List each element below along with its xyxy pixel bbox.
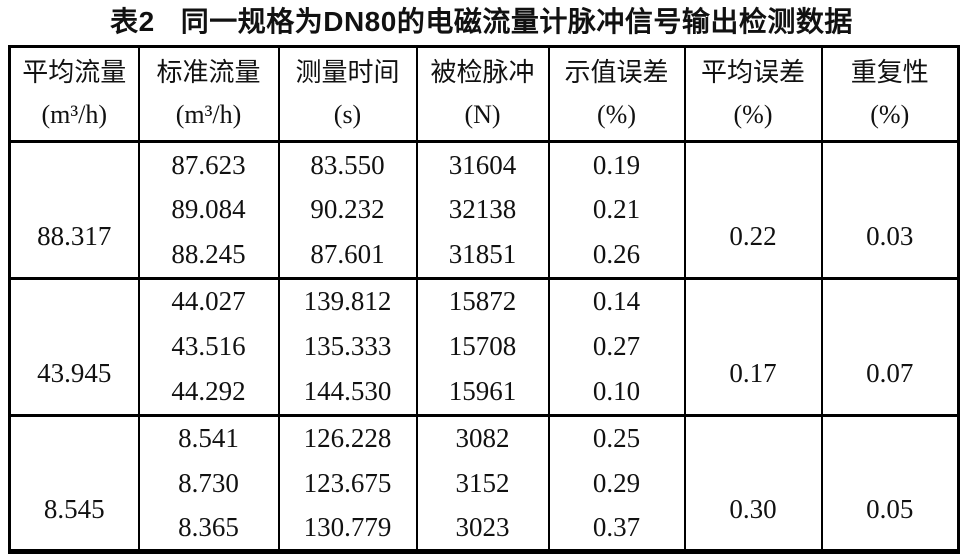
- std-flow-cell: 43.516: [137, 323, 279, 370]
- measure-time-cell: 144.530: [277, 369, 417, 416]
- std-flow-cell: 8.730: [137, 460, 279, 507]
- column-header-avg-error: 平均误差 (%): [683, 46, 822, 143]
- pulse-count-cell: 3023: [415, 506, 549, 552]
- table-row: 88.245 87.601 31851 0.26: [10, 232, 959, 279]
- avg-flow-cell: 43.945: [8, 276, 139, 416]
- flow-group-1: 88.317 87.623 83.550 31604 0.19 0.22 0.0…: [8, 140, 959, 279]
- header-row: 平均流量 (m³/h) 标准流量 (m³/h) 测量时间 (s) 被检脉冲 (N…: [8, 46, 959, 143]
- avg-error-cell: 0.17: [683, 276, 822, 416]
- table-header: 平均流量 (m³/h) 标准流量 (m³/h) 测量时间 (s) 被检脉冲 (N…: [8, 46, 959, 143]
- indication-error-cell: 0.10: [547, 369, 685, 416]
- indication-error-cell: 0.21: [547, 187, 685, 233]
- avg-flow-cell: 88.317: [8, 140, 139, 279]
- table-row: 44.292 144.530 15961 0.10: [10, 369, 959, 416]
- avg-error-cell: 0.22: [683, 140, 822, 279]
- std-flow-cell: 89.084: [137, 187, 279, 233]
- repeatability-cell: 0.07: [820, 276, 959, 416]
- table-row: 88.317 87.623 83.550 31604 0.19 0.22 0.0…: [8, 140, 959, 279]
- pulse-count-cell: 15961: [415, 369, 549, 416]
- column-name: 被检脉冲: [430, 58, 535, 87]
- column-header-indication-error: 示值误差 (%): [547, 46, 685, 143]
- flow-group-2: 43.945 44.027 139.812 15872 0.14 0.17 0.…: [8, 276, 959, 416]
- pulse-count-cell: 31604: [415, 140, 549, 188]
- pulse-count-cell: 15872: [415, 276, 549, 324]
- column-unit: (m³/h): [41, 100, 108, 129]
- table-row: 8.545 8.541 126.228 3082 0.25 0.30 0.05: [8, 413, 959, 552]
- measure-time-cell: 139.812: [277, 276, 417, 324]
- column-header-repeatability: 重复性 (%): [820, 46, 959, 143]
- column-header-std-flow: 标准流量 (m³/h): [137, 46, 279, 143]
- indication-error-cell: 0.19: [547, 140, 685, 188]
- column-header-pulses: 被检脉冲 (N): [415, 46, 549, 143]
- std-flow-cell: 8.365: [137, 506, 279, 552]
- column-unit: (%): [870, 100, 910, 129]
- column-name: 平均误差: [700, 58, 805, 87]
- pulse-count-cell: 31851: [415, 232, 549, 279]
- column-name: 平均流量: [22, 58, 127, 87]
- indication-error-cell: 0.27: [547, 323, 685, 370]
- column-unit: (%): [597, 100, 636, 129]
- column-header-avg-flow: 平均流量 (m³/h): [8, 46, 139, 143]
- table-row: 43.945 44.027 139.812 15872 0.14 0.17 0.…: [8, 276, 959, 416]
- avg-error-cell: 0.30: [683, 413, 822, 552]
- measure-time-cell: 135.333: [277, 323, 417, 370]
- column-unit: (N): [464, 100, 501, 129]
- repeatability-cell: 0.03: [820, 140, 959, 279]
- column-unit: (m³/h): [175, 100, 242, 129]
- std-flow-cell: 87.623: [137, 140, 279, 188]
- measure-time-cell: 130.779: [277, 506, 417, 552]
- table-caption: 表2 同一规格为DN80的电磁流量计脉冲信号输出检测数据: [0, 0, 963, 42]
- pulse-count-cell: 32138: [415, 187, 549, 233]
- flow-group-3: 8.545 8.541 126.228 3082 0.25 0.30 0.05 …: [8, 413, 959, 552]
- table-title-text: 同一规格为DN80的电磁流量计脉冲信号输出检测数据: [180, 6, 853, 37]
- table-number: 表2: [110, 6, 155, 37]
- column-name: 示值误差: [564, 58, 669, 87]
- column-name: 标准流量: [156, 58, 261, 87]
- pulse-count-cell: 15708: [415, 323, 549, 370]
- std-flow-cell: 88.245: [137, 232, 279, 279]
- avg-flow-cell: 8.545: [8, 413, 139, 552]
- column-unit: (s): [333, 100, 362, 129]
- indication-error-cell: 0.29: [547, 460, 685, 507]
- indication-error-cell: 0.26: [547, 232, 685, 279]
- repeatability-cell: 0.05: [820, 413, 959, 552]
- table-row: 8.730 123.675 3152 0.29: [10, 460, 959, 507]
- column-unit: (%): [733, 100, 773, 129]
- indication-error-cell: 0.14: [547, 276, 685, 324]
- indication-error-cell: 0.37: [547, 506, 685, 552]
- measurement-table: 平均流量 (m³/h) 标准流量 (m³/h) 测量时间 (s) 被检脉冲 (N…: [8, 45, 960, 555]
- measure-time-cell: 87.601: [277, 232, 417, 279]
- std-flow-cell: 44.027: [137, 276, 279, 324]
- measure-time-cell: 126.228: [277, 413, 417, 461]
- table-row: 8.365 130.779 3023 0.37: [10, 506, 959, 552]
- table-row: 43.516 135.333 15708 0.27: [10, 323, 959, 370]
- measure-time-cell: 83.550: [277, 140, 417, 188]
- std-flow-cell: 44.292: [137, 369, 279, 416]
- pulse-count-cell: 3152: [415, 460, 549, 507]
- measure-time-cell: 90.232: [277, 187, 417, 233]
- column-header-measure-time: 测量时间 (s): [277, 46, 417, 143]
- table-row: 89.084 90.232 32138 0.21: [10, 187, 959, 233]
- measure-time-cell: 123.675: [277, 460, 417, 507]
- column-name: 测量时间: [295, 58, 400, 87]
- pulse-count-cell: 3082: [415, 413, 549, 461]
- std-flow-cell: 8.541: [137, 413, 279, 461]
- indication-error-cell: 0.25: [547, 413, 685, 461]
- column-name: 重复性: [850, 58, 929, 87]
